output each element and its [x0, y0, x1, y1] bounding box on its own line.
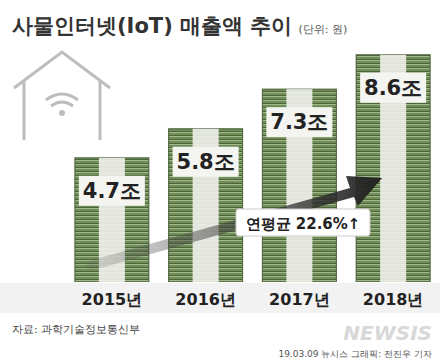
- source: 자료: 과학기술정보통신부: [12, 323, 140, 336]
- arrow-shape: [85, 176, 382, 271]
- wifi-dot: [59, 110, 65, 116]
- growth-arrow: [85, 176, 382, 271]
- annotation-box: [236, 209, 370, 236]
- house-icon: [14, 52, 110, 140]
- bar: [169, 129, 243, 282]
- credit: 19.03.09 뉴시스 그래픽: 전진우 기자: [278, 349, 432, 359]
- data-label: 5.8조: [177, 150, 235, 174]
- x-tick-label: 2018년: [363, 290, 424, 309]
- chart-container: 사물인터넷(IoT) 매출액 추이 (단위: 원) 4.7조 2015년 5.8조 201…: [0, 0, 440, 364]
- label-bg: [360, 73, 426, 103]
- subtitle: (단위: 원): [298, 23, 347, 36]
- data-label: 4.7조: [83, 179, 141, 203]
- labels: 4.7조 2015년 5.8조 2016년 7.3조 2017년 8.6조 2018년: [79, 73, 426, 309]
- axis-band: [0, 283, 440, 313]
- house-outline: [14, 52, 110, 140]
- label-bg: [79, 176, 145, 206]
- bar: [262, 89, 336, 282]
- wifi-arc: [51, 102, 73, 106]
- chart-svg: 사물인터넷(IoT) 매출액 추이 (단위: 원) 4.7조 2015년 5.8조 201…: [0, 0, 440, 364]
- annotation: 연평균 22.6%↑: [246, 215, 361, 233]
- x-tick-label: 2015년: [82, 290, 143, 309]
- label-bg: [173, 147, 239, 177]
- wifi-arc: [46, 94, 78, 100]
- x-tick-label: 2017년: [269, 290, 330, 309]
- data-label: 7.3조: [270, 110, 328, 134]
- label-bg: [266, 107, 332, 137]
- data-label: 8.6조: [364, 76, 422, 100]
- bars: [75, 55, 430, 282]
- title-text: 사물인터넷(IoT) 매출액 추이: [12, 14, 292, 38]
- watermark: NEWSIS: [343, 321, 432, 345]
- title: 사물인터넷(IoT) 매출액 추이 (단위: 원): [12, 14, 347, 38]
- bar: [356, 55, 430, 282]
- background: [0, 0, 440, 364]
- x-tick-label: 2016년: [175, 290, 236, 309]
- wifi-icon: [46, 94, 78, 116]
